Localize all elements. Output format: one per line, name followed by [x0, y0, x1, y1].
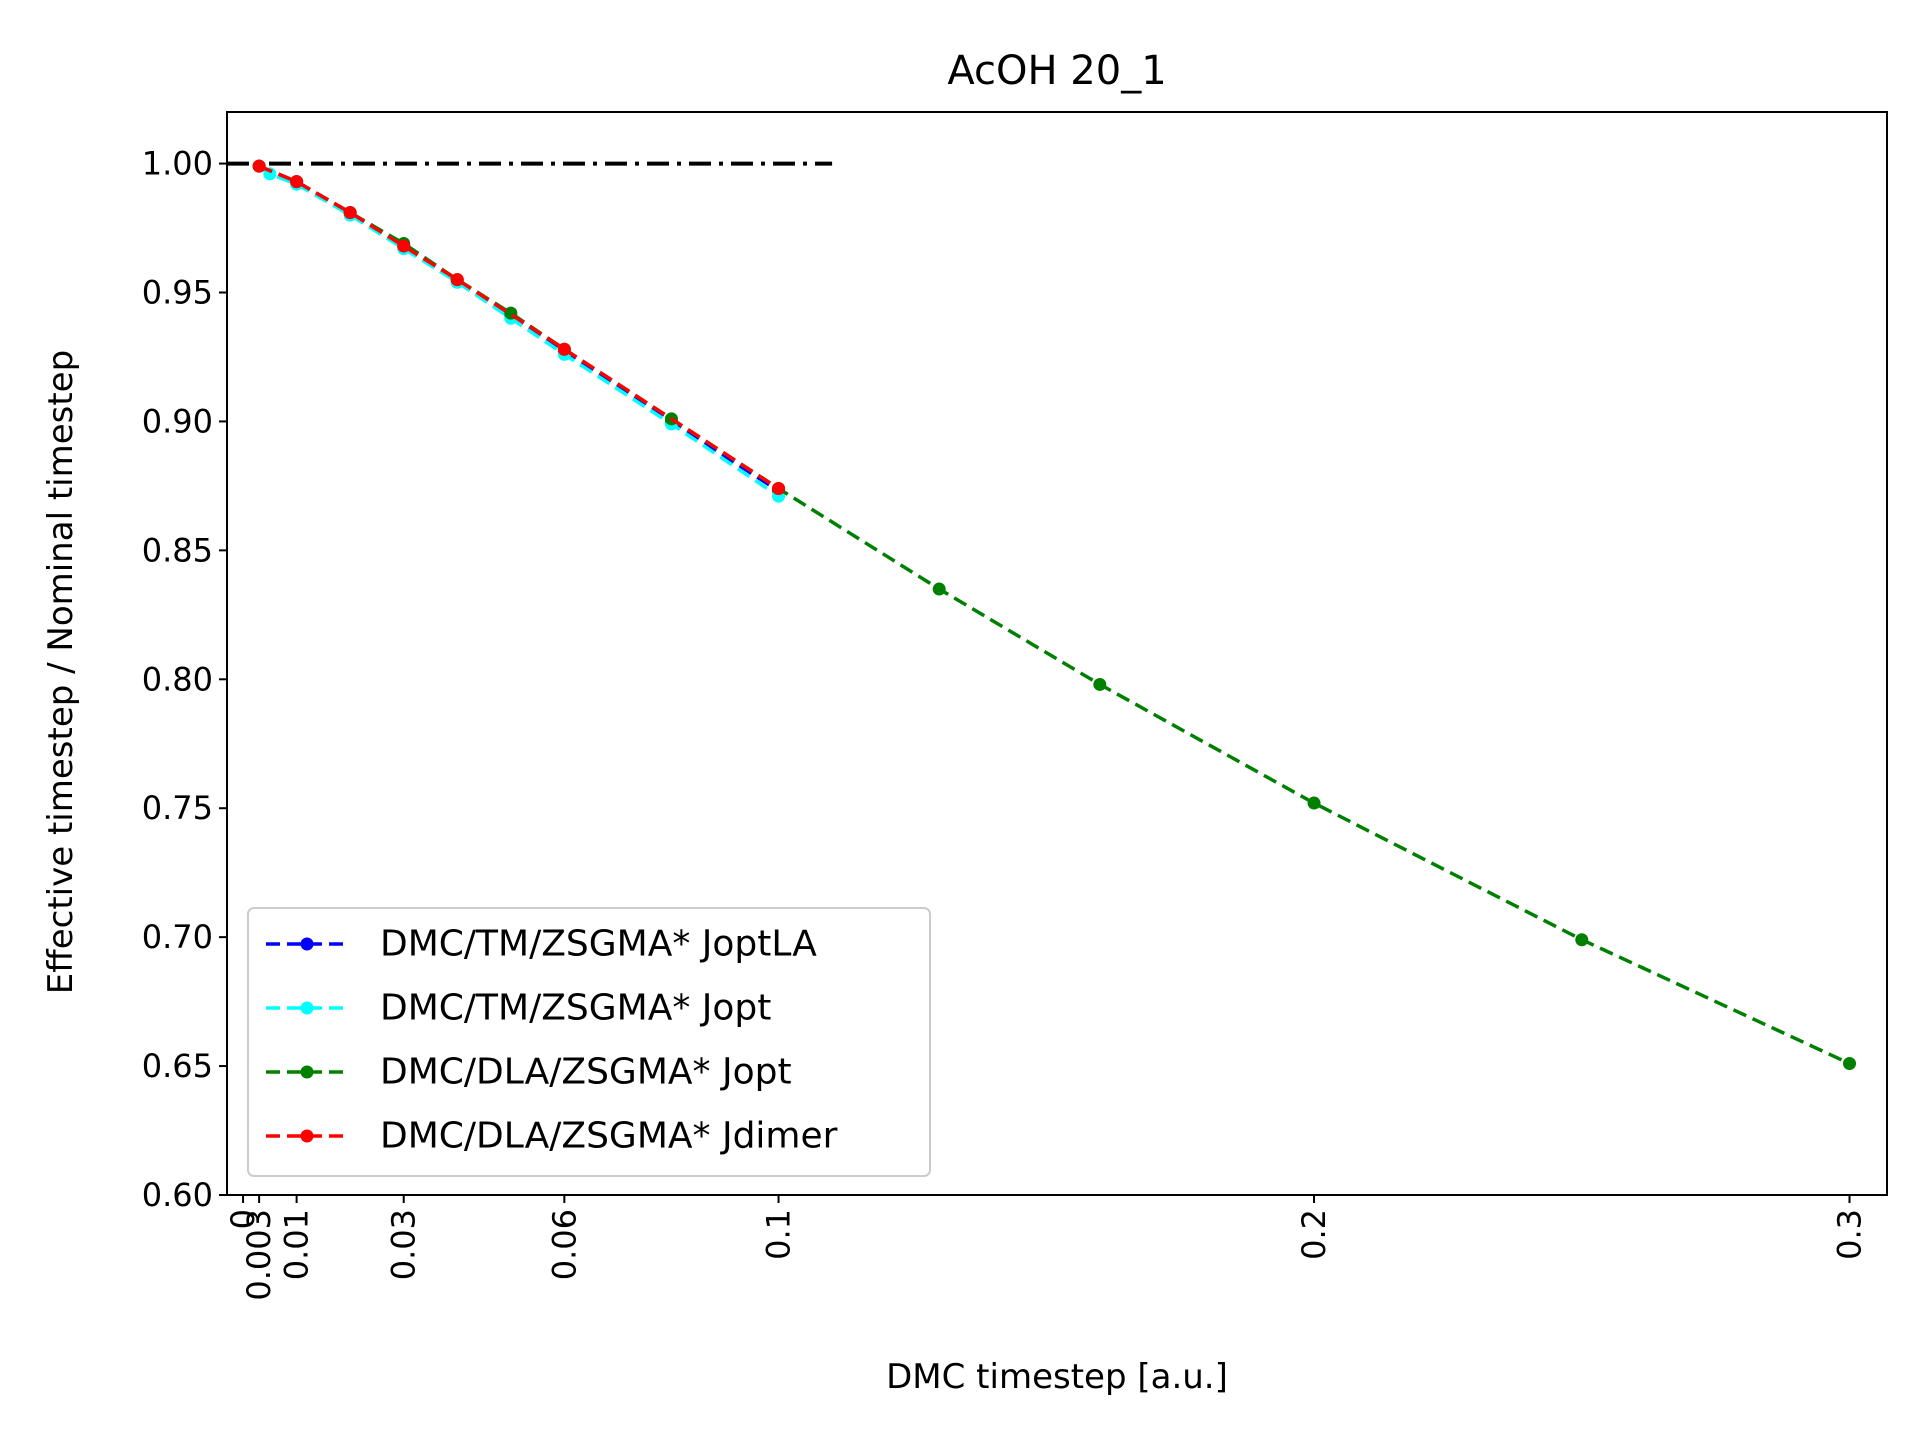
y-tick-label-1: 0.65	[142, 1047, 213, 1085]
legend-marker-3	[300, 1129, 314, 1143]
y-axis-label: Effective timestep / Nominal timestep	[41, 350, 81, 994]
series-line-0	[258, 164, 780, 493]
legend-box	[247, 907, 931, 1177]
plot-area	[227, 159, 1857, 1070]
plot-frame	[226, 111, 1888, 1196]
legend-label-0: DMC/TM/ZSGMA* JoptLA	[380, 924, 817, 965]
data-point-s3-3	[397, 239, 411, 253]
legend: DMC/TM/ZSGMA* JoptLA DMC/TM/ZSGMA* Jopt DM…	[247, 907, 931, 1177]
data-point-s3-6	[772, 481, 786, 495]
chart-title: AcOH 20_1	[947, 48, 1166, 94]
data-point-s2-12	[1575, 933, 1589, 947]
legend-label-2: DMC/DLA/ZSGMA* Jopt	[380, 1052, 792, 1093]
legend-label-3: DMC/DLA/ZSGMA* Jdimer	[380, 1116, 838, 1157]
y-tick-label-2: 0.70	[142, 918, 213, 956]
y-tick-label-5: 0.85	[142, 531, 213, 569]
data-point-s3-2	[343, 206, 357, 220]
x-tick-label-5: 0.1	[760, 1209, 798, 1260]
legend-marker-2	[300, 1065, 314, 1079]
y-axis-ticks: 0.60 0.65 0.70 0.75 0.80 0.85 0.90 0.95 1.00	[142, 145, 227, 1214]
data-point-s3-1	[290, 175, 304, 189]
x-tick-label-7: 0.3	[1831, 1209, 1869, 1260]
legend-marker-0	[300, 937, 314, 951]
x-tick-label-3: 0.03	[385, 1209, 423, 1280]
x-tick-label-4: 0.06	[545, 1209, 583, 1280]
data-point-s2-10	[1093, 677, 1107, 691]
data-point-s2-9	[932, 582, 946, 596]
data-point-s2-13	[1843, 1056, 1857, 1070]
y-tick-label-7: 0.95	[142, 274, 213, 312]
x-tick-label-2: 0.01	[278, 1209, 316, 1280]
y-tick-label-8: 1.00	[142, 145, 213, 183]
legend-label-1: DMC/TM/ZSGMA* Jopt	[380, 988, 771, 1029]
y-tick-label-3: 0.75	[142, 789, 213, 827]
y-tick-label-4: 0.80	[142, 660, 213, 698]
data-point-s3-4	[450, 273, 464, 287]
x-tick-label-0: 0	[224, 1209, 262, 1229]
x-axis-ticks: 00.003 0.01 0.03 0.06 0.1 0.2 0.3	[224, 1195, 1869, 1301]
y-tick-label-0: 0.60	[142, 1176, 213, 1214]
data-point-s2-11	[1307, 796, 1321, 810]
legend-marker-1	[300, 1001, 314, 1015]
x-tick-label-6: 0.2	[1295, 1209, 1333, 1260]
series-line-1	[258, 164, 780, 498]
y-tick-label-6: 0.90	[142, 402, 213, 440]
x-tick-label-1: 0.003	[240, 1209, 278, 1301]
x-axis-label: DMC timestep [a.u.]	[886, 1357, 1228, 1397]
data-point-s3-0	[252, 159, 266, 173]
data-point-s3-5	[557, 342, 571, 356]
